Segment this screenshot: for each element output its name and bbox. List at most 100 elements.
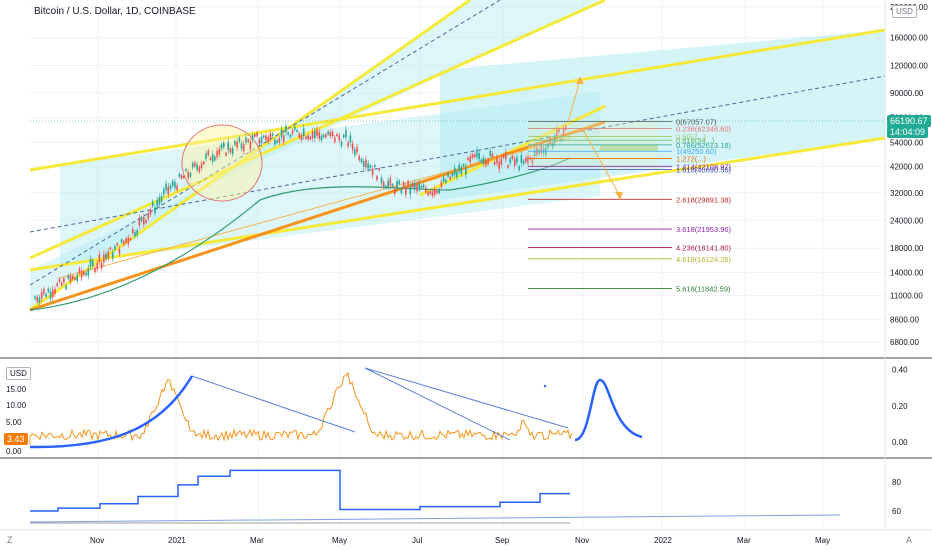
candle-body xyxy=(38,297,41,304)
candle-body xyxy=(336,133,338,137)
candle-body xyxy=(564,125,567,130)
candle-body xyxy=(322,134,325,138)
candle-body xyxy=(167,186,170,195)
candle-body xyxy=(393,189,396,195)
step-trendline xyxy=(29,514,841,523)
candle-body xyxy=(107,251,110,259)
fib-label: 5.618(11842.59) xyxy=(676,285,731,294)
candle-body xyxy=(194,162,196,167)
candle-body xyxy=(134,232,136,237)
fib-label: 4.618(16124.26) xyxy=(676,255,732,264)
candle-body xyxy=(445,179,447,183)
highlight-ellipse xyxy=(181,124,263,202)
zoom-icon[interactable]: Z xyxy=(7,535,13,545)
candle-body xyxy=(238,137,241,142)
candle-body xyxy=(45,293,47,297)
fib-label: 1(49250.60) xyxy=(676,147,717,156)
candle-body xyxy=(34,296,36,299)
candle-body xyxy=(282,135,285,143)
candle-body xyxy=(351,143,354,151)
candle-body xyxy=(316,129,318,136)
candle-body xyxy=(311,131,314,139)
candle-body xyxy=(547,143,549,149)
candle-body xyxy=(538,149,540,155)
fib-label: 0.786(52613.18) xyxy=(676,141,732,150)
candle-body xyxy=(405,187,407,195)
candle-body xyxy=(558,129,560,133)
candle-body xyxy=(525,157,527,162)
auto-scale-icon[interactable]: A xyxy=(906,535,913,545)
candle-body xyxy=(160,195,163,202)
candle-body xyxy=(236,141,238,148)
fib-label: 1.414(42108.97) xyxy=(676,162,732,171)
step-right-tick: 60 xyxy=(892,507,901,516)
candle-body xyxy=(249,141,252,150)
candle-body xyxy=(360,158,363,163)
x-tick-label: Mar xyxy=(250,536,264,545)
candle-body xyxy=(300,134,303,140)
candle-body xyxy=(222,142,225,148)
candle-body xyxy=(314,130,316,139)
candle-body xyxy=(354,149,356,156)
step-line xyxy=(30,469,570,512)
candle-body xyxy=(269,133,272,139)
candle-body xyxy=(340,141,343,147)
indicator-unit-label[interactable]: USD xyxy=(6,367,31,380)
candle-body xyxy=(60,282,63,286)
candle-body xyxy=(387,180,389,187)
candle-body xyxy=(331,131,334,137)
candle-body xyxy=(51,289,54,298)
y-tick-label: 120000.00 xyxy=(890,61,928,70)
candle-body xyxy=(156,200,158,207)
x-tick-label: Nov xyxy=(575,536,589,545)
candle-body xyxy=(298,133,301,138)
candle-body xyxy=(98,254,101,263)
candle-body xyxy=(391,184,394,187)
x-tick-label: Jul xyxy=(412,536,422,545)
candle-body xyxy=(85,272,87,276)
candle-body xyxy=(385,185,387,189)
candle-body xyxy=(129,238,132,241)
candle-body xyxy=(149,209,152,215)
candle-body xyxy=(305,136,307,139)
candle-body xyxy=(285,125,287,133)
currency-label[interactable]: USD xyxy=(892,5,917,18)
candle-body xyxy=(105,253,107,260)
candle-body xyxy=(378,168,381,171)
candle-body xyxy=(320,135,323,141)
axis-labels: 220000.00160000.00120000.0090000.0070000… xyxy=(6,3,928,545)
candle-body xyxy=(56,283,59,287)
candle-body xyxy=(114,246,116,250)
candle-body xyxy=(191,163,194,168)
candle-body xyxy=(307,135,309,140)
candle-body xyxy=(418,182,421,190)
candle-body xyxy=(371,168,374,176)
candle-body xyxy=(256,132,258,137)
fib-label: 0.618(54...) xyxy=(676,136,715,145)
candle-body xyxy=(96,263,98,270)
candle-body xyxy=(498,161,500,170)
candle-body xyxy=(147,213,150,219)
candle-body xyxy=(94,267,96,273)
candle-body xyxy=(294,126,296,130)
candle-body xyxy=(325,134,327,138)
candle-body xyxy=(274,139,276,145)
fib-label: 2.618(29891.38) xyxy=(676,195,732,204)
candle-body xyxy=(369,165,372,168)
fibonacci-levels: 0(67057.07)0.236(62346.60)0.5(57...)0.61… xyxy=(528,117,732,294)
candle-body xyxy=(433,188,436,195)
candle-body xyxy=(365,159,367,168)
indicator-right-tick: 0.20 xyxy=(892,402,908,411)
indicator-left-tick: 5.00 xyxy=(6,418,22,427)
indicator-left-tick: 10.00 xyxy=(6,401,27,410)
y-tick-label: 54000.00 xyxy=(890,138,924,147)
candle-body xyxy=(65,285,67,290)
candle-body xyxy=(416,184,418,192)
candle-body xyxy=(451,173,454,177)
candle-body xyxy=(180,175,183,179)
candle-body xyxy=(522,160,525,164)
candle-body xyxy=(531,158,534,165)
candle-body xyxy=(356,146,358,153)
candle-body xyxy=(151,201,154,207)
candle-body xyxy=(367,163,369,169)
